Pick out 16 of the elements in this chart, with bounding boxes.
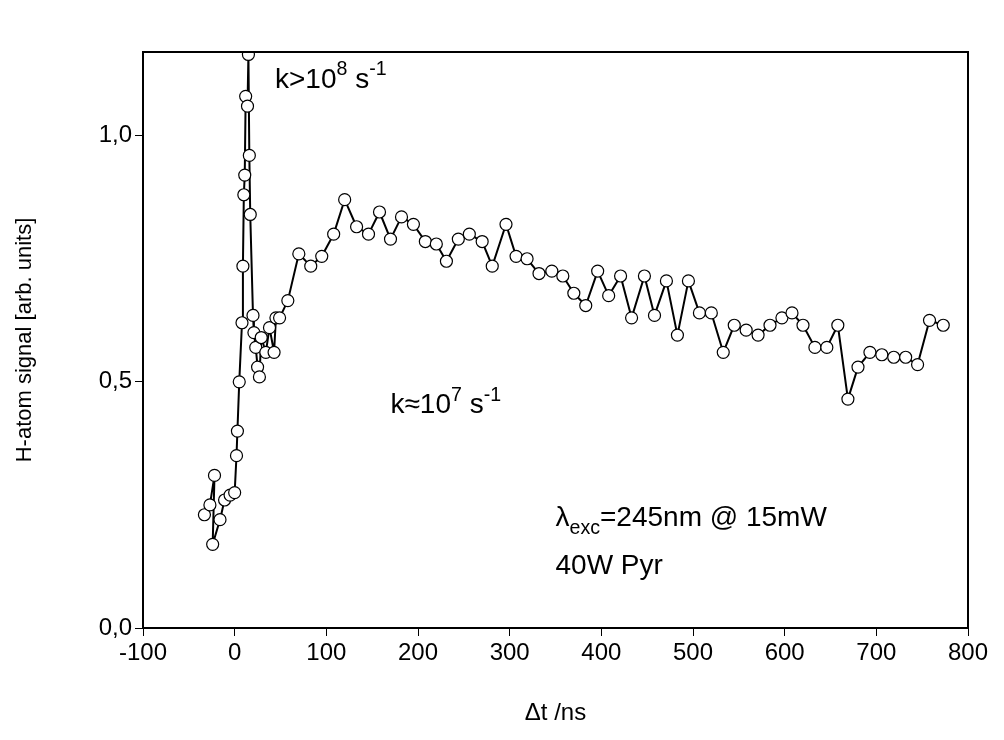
y-tick-label: 1,0 (98, 120, 132, 148)
x-tick-label: -100 (118, 638, 168, 666)
y-tick-label: 0,0 (98, 612, 132, 640)
x-axis-title: Δt /ns (524, 698, 587, 726)
x-tick-label: 500 (672, 638, 714, 666)
x-tick-label: 400 (581, 638, 622, 666)
x-tick-label: 300 (489, 638, 530, 666)
y-axis-title: H-atom signal [arb. units] (11, 217, 37, 463)
y-tick-label: 0,5 (98, 366, 132, 394)
annotation: 40W Pyr (555, 549, 663, 581)
x-tick-label: 0 (227, 638, 242, 666)
x-tick-label: 100 (306, 638, 347, 666)
x-tick-label: 800 (947, 638, 989, 666)
x-tick-label: 700 (856, 638, 897, 666)
x-tick-label: 200 (397, 638, 439, 666)
x-tick-label: 600 (764, 638, 805, 666)
